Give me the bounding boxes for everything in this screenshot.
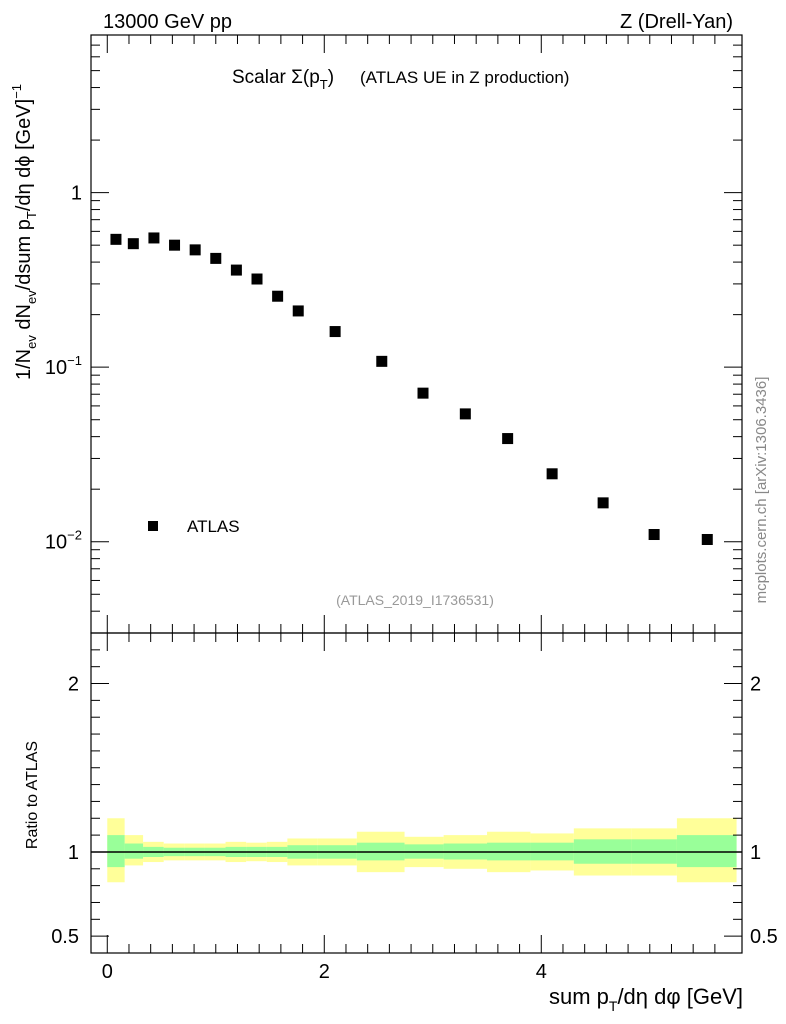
- atlas-data-point: [110, 233, 122, 245]
- ratio-y-axis-label: Ratio to ATLAS: [24, 741, 41, 849]
- atlas-data-point: [169, 239, 181, 251]
- main-y-tick-label-1: 10−1: [45, 353, 82, 379]
- analysis-tag: (ATLAS_2019_I1736531): [336, 592, 494, 608]
- atlas-data-markers: [110, 232, 713, 545]
- x-axis-label-main: sum p: [549, 984, 609, 1009]
- plot-title: Scalar Σ(pT): [232, 67, 334, 92]
- ratio-green-band: [107, 835, 125, 868]
- atlas-data-point: [597, 497, 609, 509]
- atlas-data-point: [230, 264, 242, 276]
- atlas-data-point: [376, 355, 388, 367]
- atlas-data-point: [210, 252, 222, 264]
- atlas-data-point: [189, 244, 201, 256]
- ratio-plot-frame: [90, 632, 743, 954]
- atlas-data-point: [546, 468, 558, 480]
- main-plot-frame: [90, 34, 743, 634]
- atlas-data-point: [272, 290, 284, 302]
- ratio-y-tick-labels: 2 2 1 1 0.5 0.5: [51, 674, 778, 949]
- x-tick-label-2: 4: [536, 961, 547, 983]
- energy-label: 13000 GeV pp: [103, 11, 232, 33]
- ratio-y-tick-label-right-0: 2: [750, 674, 761, 696]
- main-x-ticks: [106, 35, 716, 633]
- ratio-x-tick-labels: 0 2 4: [102, 961, 547, 983]
- x-axis-label-sub: T: [609, 998, 618, 1014]
- x-tick-label-0: 0: [102, 961, 113, 983]
- x-axis-label-rest: /dη dφ [GeV]: [617, 984, 743, 1009]
- plot-title-main: Scalar Σ(p: [232, 67, 320, 88]
- main-y-tick-label-2: 10−2: [45, 528, 82, 554]
- ratio-y-ticks: [91, 632, 742, 937]
- ratio-y-tick-label-right-1: 1: [750, 842, 761, 864]
- plot-title-rest: (ATLAS UE in Z production): [360, 68, 569, 87]
- atlas-data-point: [648, 529, 660, 541]
- atlas-data-point: [127, 238, 139, 250]
- x-axis-label: sum pT/dη dφ [GeV]: [549, 984, 743, 1014]
- ratio-y-tick-label-left-0: 2: [68, 674, 79, 696]
- main-y-ticks: [91, 34, 742, 634]
- ratio-plot-panel: 2 2 1 1 0.5 0.5 0 2 4 Ratio to ATLAS sum pT/dη …: [24, 632, 778, 1014]
- atlas-data-point: [502, 433, 514, 445]
- ratio-green-band: [676, 835, 737, 868]
- ratio-x-ticks: [106, 633, 716, 953]
- plot-title-close: ): [328, 67, 334, 88]
- atlas-data-point: [292, 305, 304, 317]
- ratio-y-tick-label-left-2: 0.5: [51, 926, 79, 948]
- main-y-tick-label-0: 1: [71, 183, 82, 205]
- ratio-y-tick-label-right-2: 0.5: [750, 926, 778, 948]
- atlas-data-point: [459, 408, 471, 420]
- atlas-data-point: [251, 273, 263, 285]
- ratio-green-band: [124, 843, 144, 859]
- ratio-bands: [107, 818, 737, 883]
- plot-title-sub: T: [320, 77, 328, 92]
- x-tick-label-1: 2: [319, 961, 330, 983]
- atlas-data-point: [329, 326, 341, 338]
- side-credit-label: mcplots.cern.ch [arXiv:1306.3436]: [753, 377, 770, 604]
- atlas-data-point: [417, 387, 429, 399]
- ratio-y-tick-label-left-1: 1: [68, 842, 79, 864]
- process-label: Z (Drell-Yan): [620, 11, 733, 33]
- atlas-data-point: [701, 533, 713, 545]
- main-y-axis-label: 1/Nev dNev/dsum pT/dη dϕ [GeV]−1: [9, 84, 39, 380]
- legend-label: ATLAS: [187, 517, 240, 536]
- main-y-tick-labels: 1 10−1 10−2: [45, 183, 82, 554]
- atlas-data-point: [148, 232, 160, 244]
- main-plot-panel: Scalar Σ(pT) (ATLAS UE in Z production) …: [9, 34, 743, 634]
- legend-marker: [148, 521, 158, 531]
